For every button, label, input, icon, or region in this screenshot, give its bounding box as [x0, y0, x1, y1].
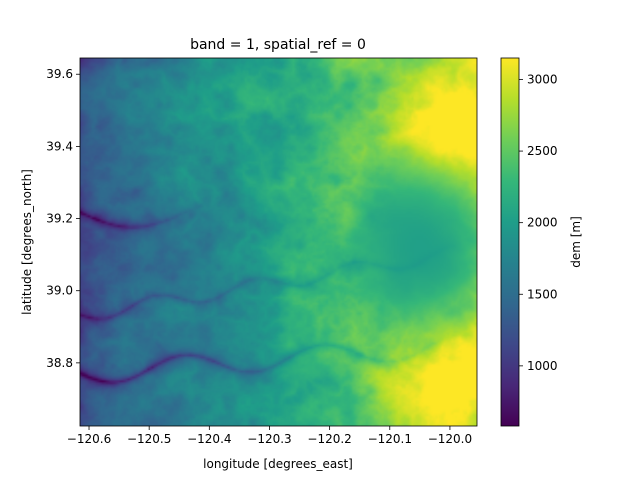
- x-tick-label: −120.0: [428, 432, 472, 446]
- heatmap-raster: [80, 58, 477, 426]
- colorbar-label: dem [m]: [569, 216, 583, 268]
- y-tick-label: 39.6: [46, 67, 73, 81]
- y-axis-label: latitude [degrees_north]: [20, 169, 34, 315]
- x-tick-label: −120.6: [67, 432, 111, 446]
- x-axis-ticks: −120.6 −120.5 −120.4 −120.3 −120.2 −120.1 −120…: [67, 426, 472, 446]
- colorbar-tick-label: 1500: [527, 287, 558, 301]
- plot-frame: [79, 57, 478, 427]
- y-axis-ticks: 38.8 39.0 39.2 39.4 39.6: [46, 67, 80, 370]
- colorbar-tick-label: 2500: [527, 144, 558, 158]
- colorbar-ticks: 1000 1500 2000 2500 3000: [519, 72, 558, 373]
- x-tick-label: −120.3: [247, 432, 291, 446]
- colorbar-tick-label: 3000: [527, 72, 558, 86]
- colorbar-tick-label: 1000: [527, 359, 558, 373]
- colorbar-tick-label: 2000: [527, 216, 558, 230]
- y-tick-label: 39.4: [46, 139, 73, 153]
- colorbar: [500, 57, 520, 427]
- y-tick-label: 39.2: [46, 212, 73, 226]
- x-tick-label: −120.5: [127, 432, 171, 446]
- x-axis-label: longitude [degrees_east]: [203, 457, 353, 471]
- x-tick-label: −120.2: [307, 432, 351, 446]
- x-tick-label: −120.4: [187, 432, 231, 446]
- x-tick-label: −120.1: [368, 432, 412, 446]
- y-tick-label: 39.0: [46, 284, 73, 298]
- chart-title: band = 1, spatial_ref = 0: [190, 37, 366, 53]
- y-tick-label: 38.8: [46, 356, 73, 370]
